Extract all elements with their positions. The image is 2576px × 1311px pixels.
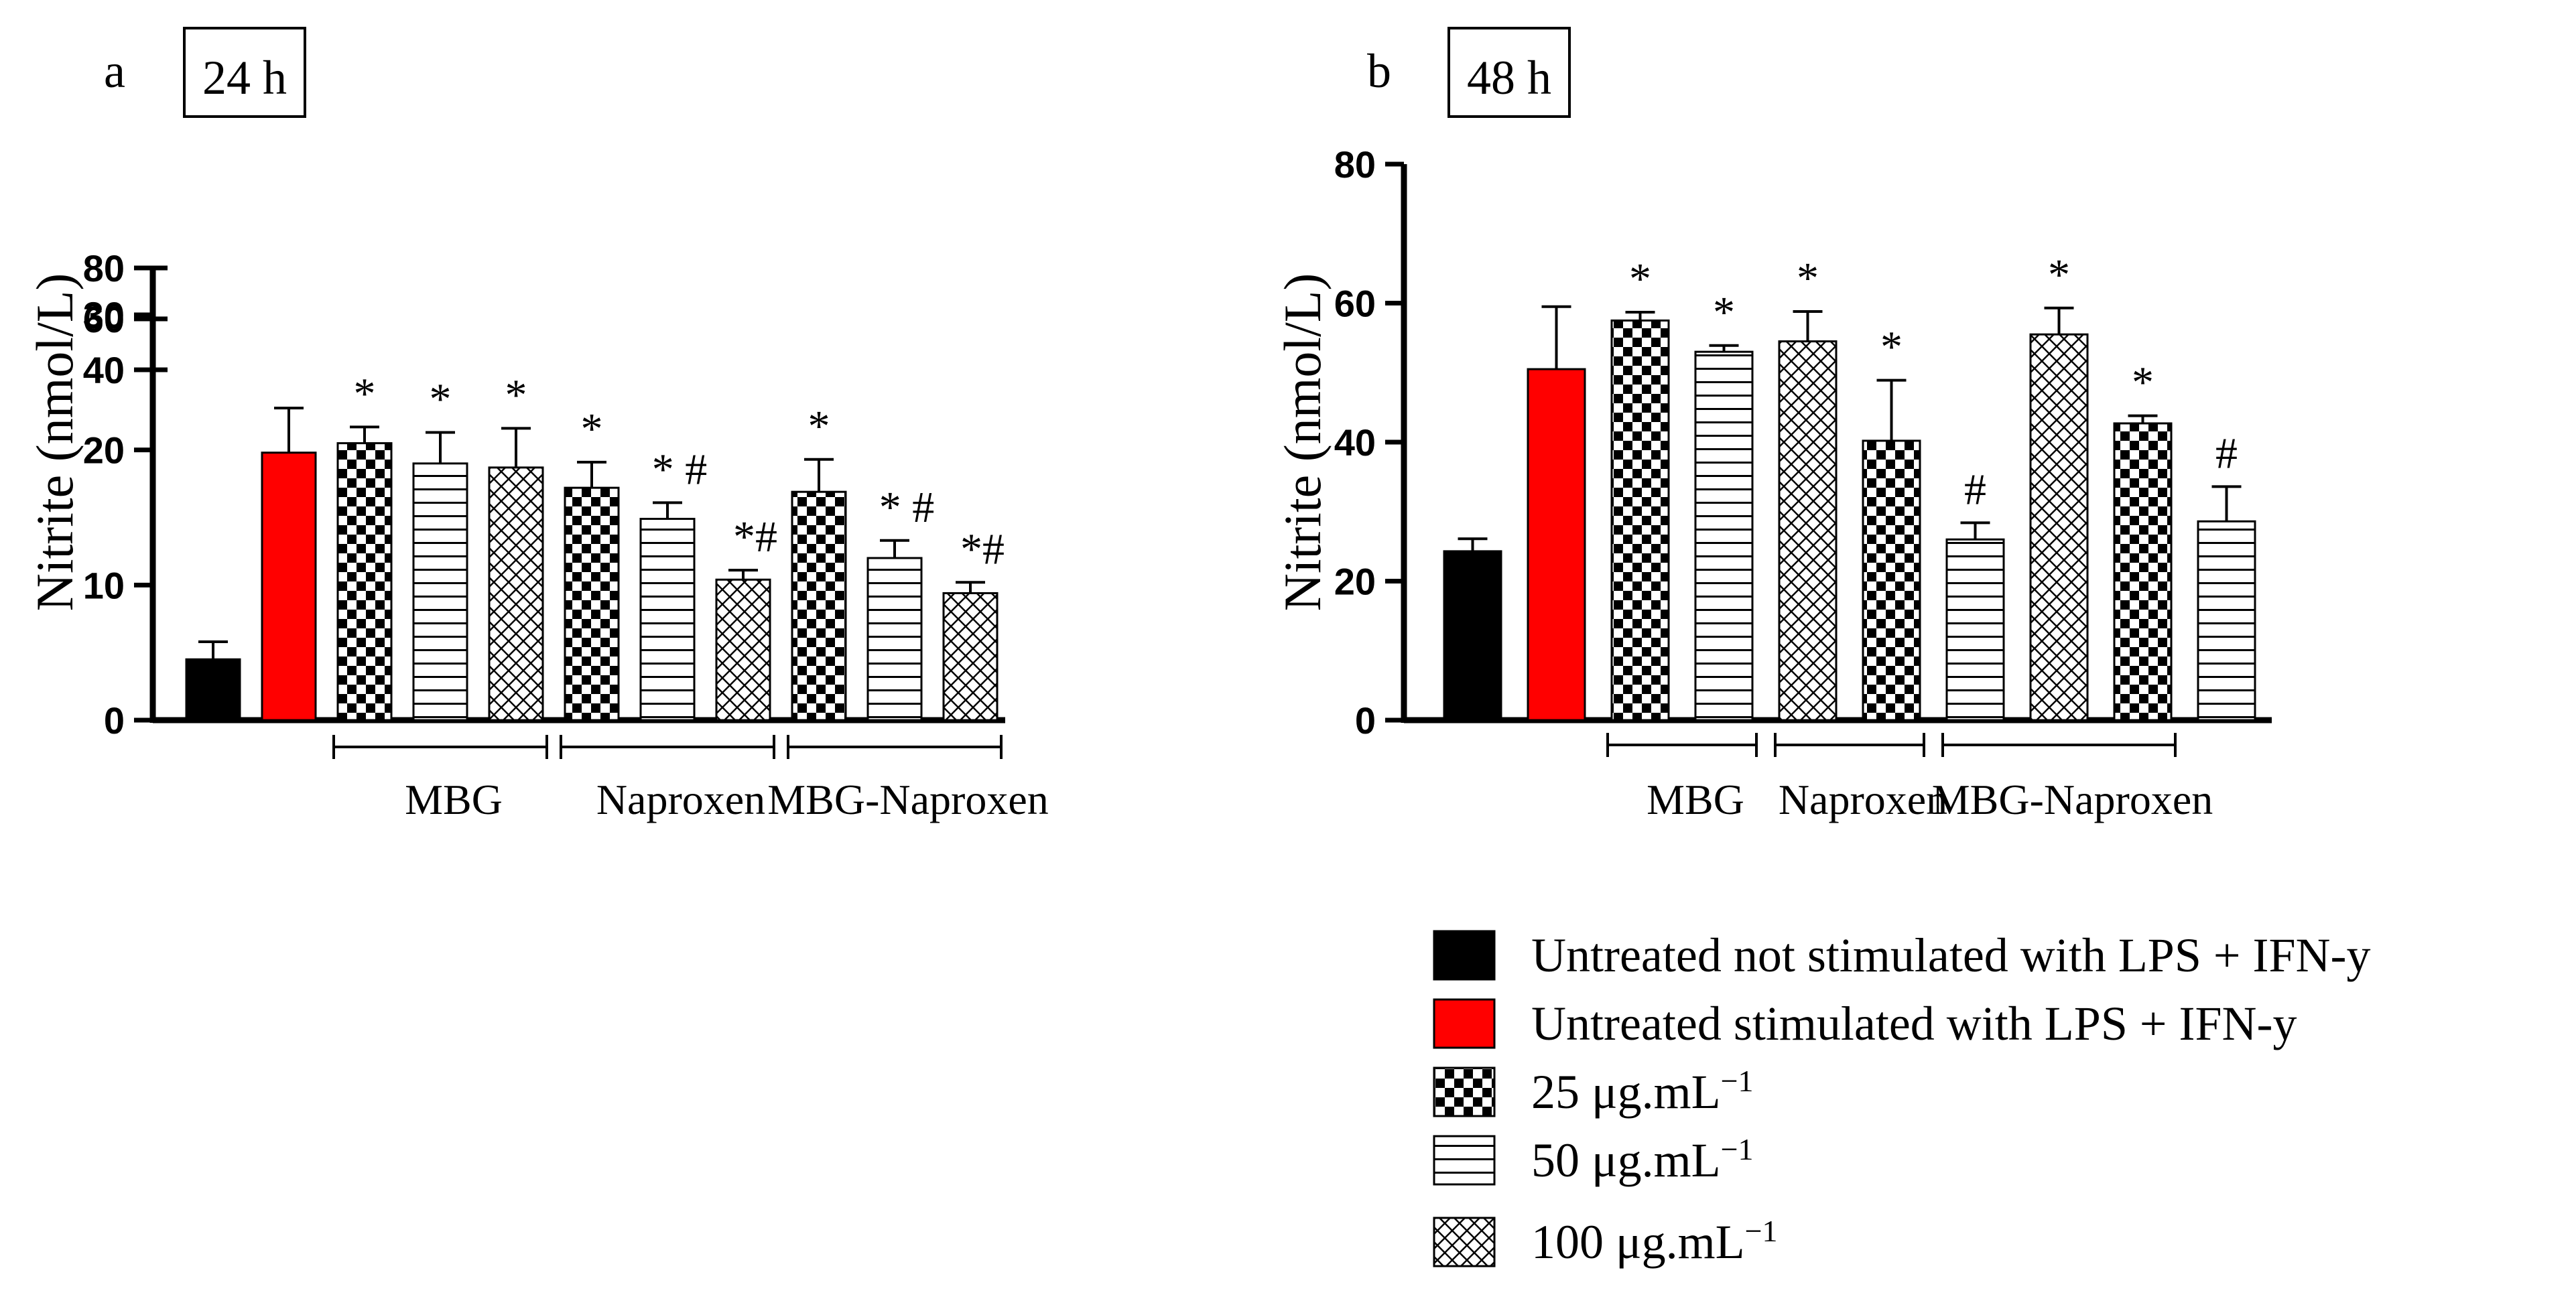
significance-mark: # <box>1964 465 1986 514</box>
y-tick-label: 0 <box>104 699 125 742</box>
legend-superscript: −1 <box>1745 1214 1778 1248</box>
panel-a-group-brackets: MBG Naproxen MBG-Naproxen <box>332 735 1049 823</box>
group-label: MBG-Naproxen <box>1932 776 2213 823</box>
significance-mark: * <box>1713 288 1735 337</box>
significance-mark: * <box>2048 251 2070 299</box>
panel-a-axes: 0 10 20 30 40 60 80 <box>83 247 1005 742</box>
legend-swatch <box>1433 930 1496 981</box>
panel-a-ylabel: Nitrite (nmol/L) <box>25 273 84 612</box>
significance-mark: * <box>581 405 603 454</box>
bar <box>1443 550 1502 721</box>
panel-b-title: 48 h <box>1467 51 1551 105</box>
group-label: Naproxen <box>1779 776 1947 823</box>
bar <box>2113 422 2173 721</box>
bar <box>1527 368 1586 721</box>
legend-label: 100 μg.mL−1 <box>1531 1214 1778 1269</box>
significance-mark: *# <box>733 512 777 561</box>
y-tick-label: 80 <box>1334 143 1376 186</box>
panel-a-title-box <box>183 27 306 118</box>
bar <box>2197 520 2256 721</box>
bar <box>488 466 544 721</box>
panel-b-ylabel: Nitrite (nmol/L) <box>1273 273 1332 612</box>
y-tick-label: 30 <box>83 294 125 336</box>
panel-b-title-box <box>1447 27 1571 118</box>
bar <box>715 578 771 721</box>
significance-mark: * <box>505 370 527 419</box>
significance-mark: * <box>354 369 376 418</box>
significance-mark: * <box>1629 255 1651 303</box>
significance-mark: * # <box>652 445 708 494</box>
legend-label: Untreated stimulated with LPS + IFN-y <box>1531 997 2297 1050</box>
bar <box>2029 333 2089 721</box>
group-label: MBG-Naproxen <box>767 776 1048 823</box>
panel-a-bars: * * * * * # *# * * # *# <box>185 369 1005 721</box>
bar <box>336 442 393 721</box>
panel-a-letter: a <box>104 44 125 98</box>
legend-superscript: −1 <box>1721 1064 1754 1098</box>
bar <box>791 490 847 721</box>
significance-mark: * <box>1797 254 1819 303</box>
legend: Untreated not stimulated with LPS + IFN-… <box>1433 928 2370 1269</box>
y-tick-label: 40 <box>83 349 125 391</box>
y-tick-label: 20 <box>1334 561 1376 603</box>
panel-b-letter: b <box>1367 44 1391 98</box>
significance-mark: * # <box>879 483 935 532</box>
bar <box>412 462 468 721</box>
y-tick-label: 60 <box>1334 283 1376 325</box>
legend-superscript: −1 <box>1721 1132 1754 1166</box>
bar <box>1862 439 1921 721</box>
bar <box>1610 319 1670 721</box>
bar <box>1778 340 1838 721</box>
bar <box>1945 538 2005 721</box>
significance-mark: # <box>2215 429 2238 478</box>
significance-mark: * <box>2132 358 2154 407</box>
bar <box>942 592 999 721</box>
legend-label: Untreated not stimulated with LPS + IFN-… <box>1531 928 2370 982</box>
legend-swatch <box>1433 1066 1496 1117</box>
significance-mark: * <box>430 374 452 423</box>
panel-b-bars: * * * * # * * # <box>1443 251 2256 721</box>
y-tick-label: 80 <box>83 247 125 289</box>
legend-swatch <box>1433 998 1496 1049</box>
significance-mark: * <box>808 402 830 451</box>
group-label: MBG <box>1647 776 1744 823</box>
significance-mark: * <box>1880 323 1903 372</box>
bar <box>261 452 317 721</box>
group-label: Naproxen <box>596 776 765 823</box>
y-tick-label: 0 <box>1355 699 1376 742</box>
significance-mark: *# <box>960 525 1005 573</box>
legend-label: 25 μg.mL−1 <box>1531 1064 1754 1119</box>
bar <box>185 658 241 721</box>
legend-swatch <box>1433 1217 1496 1267</box>
legend-label: 50 μg.mL−1 <box>1531 1132 1754 1188</box>
legend-swatch <box>1433 1135 1496 1186</box>
bar <box>564 486 620 721</box>
y-tick-label: 10 <box>83 564 125 606</box>
y-tick-label: 60 <box>83 298 125 340</box>
bar <box>639 518 696 721</box>
group-label: MBG <box>405 776 503 823</box>
panel-a-title: 24 h <box>202 51 287 105</box>
bar <box>1694 350 1754 721</box>
y-tick-label: 20 <box>83 429 125 472</box>
y-tick-label: 40 <box>1334 421 1376 464</box>
bar <box>866 557 923 721</box>
